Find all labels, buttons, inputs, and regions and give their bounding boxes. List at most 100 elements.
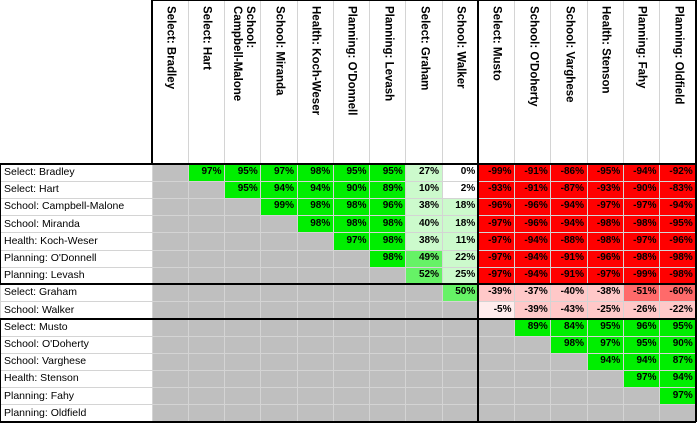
column-header[interactable]: Select: Bradley	[152, 0, 188, 164]
empty-cell[interactable]	[188, 284, 225, 302]
value-cell[interactable]: -99%	[478, 164, 515, 182]
empty-cell[interactable]	[333, 284, 370, 302]
empty-cell[interactable]	[260, 336, 297, 354]
value-cell[interactable]: 49%	[405, 250, 442, 268]
empty-cell[interactable]	[260, 387, 297, 405]
empty-cell[interactable]	[188, 353, 225, 371]
value-cell[interactable]: -26%	[623, 301, 660, 319]
value-cell[interactable]: 22%	[442, 250, 479, 268]
column-header[interactable]: School: Varghese	[551, 0, 587, 164]
value-cell[interactable]: -91%	[550, 267, 587, 285]
value-cell[interactable]: -99%	[623, 267, 660, 285]
value-cell[interactable]: 95%	[587, 318, 624, 336]
value-cell[interactable]: -96%	[514, 198, 551, 216]
column-header[interactable]: Health: Stenson	[587, 0, 623, 164]
value-cell[interactable]: 95%	[369, 164, 406, 182]
empty-cell[interactable]	[224, 301, 261, 319]
empty-cell[interactable]	[659, 404, 696, 422]
empty-cell[interactable]	[478, 336, 515, 354]
value-cell[interactable]: -92%	[659, 164, 696, 182]
empty-cell[interactable]	[152, 284, 189, 302]
empty-cell[interactable]	[405, 284, 442, 302]
value-cell[interactable]: -22%	[659, 301, 696, 319]
empty-cell[interactable]	[152, 198, 189, 216]
value-cell[interactable]: -96%	[478, 198, 515, 216]
empty-cell[interactable]	[442, 404, 479, 422]
empty-cell[interactable]	[152, 181, 189, 199]
empty-cell[interactable]	[297, 404, 334, 422]
empty-cell[interactable]	[152, 250, 189, 268]
value-cell[interactable]: 38%	[405, 232, 442, 250]
empty-cell[interactable]	[405, 353, 442, 371]
empty-cell[interactable]	[333, 267, 370, 285]
empty-cell[interactable]	[333, 404, 370, 422]
row-header[interactable]: Select: Graham	[4, 286, 77, 299]
value-cell[interactable]: -91%	[550, 250, 587, 268]
empty-cell[interactable]	[260, 370, 297, 388]
value-cell[interactable]: 27%	[405, 164, 442, 182]
empty-cell[interactable]	[587, 404, 624, 422]
value-cell[interactable]: -86%	[550, 164, 587, 182]
empty-cell[interactable]	[478, 318, 515, 336]
empty-cell[interactable]	[333, 387, 370, 405]
value-cell[interactable]: 18%	[442, 198, 479, 216]
empty-cell[interactable]	[405, 370, 442, 388]
value-cell[interactable]: 99%	[260, 198, 297, 216]
value-cell[interactable]: -91%	[514, 164, 551, 182]
value-cell[interactable]: 94%	[297, 181, 334, 199]
empty-cell[interactable]	[224, 232, 261, 250]
empty-cell[interactable]	[188, 232, 225, 250]
empty-cell[interactable]	[260, 301, 297, 319]
empty-cell[interactable]	[550, 370, 587, 388]
empty-cell[interactable]	[369, 353, 406, 371]
value-cell[interactable]: 95%	[623, 336, 660, 354]
empty-cell[interactable]	[188, 181, 225, 199]
empty-cell[interactable]	[333, 353, 370, 371]
empty-cell[interactable]	[224, 198, 261, 216]
empty-cell[interactable]	[188, 370, 225, 388]
value-cell[interactable]: 95%	[224, 164, 261, 182]
value-cell[interactable]: -39%	[514, 301, 551, 319]
empty-cell[interactable]	[188, 387, 225, 405]
empty-cell[interactable]	[224, 353, 261, 371]
empty-cell[interactable]	[333, 318, 370, 336]
value-cell[interactable]: 98%	[333, 198, 370, 216]
empty-cell[interactable]	[297, 232, 334, 250]
value-cell[interactable]: -96%	[514, 215, 551, 233]
value-cell[interactable]: -37%	[514, 284, 551, 302]
empty-cell[interactable]	[260, 353, 297, 371]
empty-cell[interactable]	[152, 353, 189, 371]
column-header[interactable]: Planning: O'Donnell	[333, 0, 369, 164]
value-cell[interactable]: -98%	[587, 232, 624, 250]
row-header[interactable]: Health: Stenson	[4, 372, 79, 385]
value-cell[interactable]: 97%	[188, 164, 225, 182]
value-cell[interactable]: 98%	[297, 198, 334, 216]
empty-cell[interactable]	[550, 353, 587, 371]
value-cell[interactable]: -95%	[659, 215, 696, 233]
row-header[interactable]: Select: Musto	[4, 320, 68, 333]
value-cell[interactable]: 98%	[369, 215, 406, 233]
row-header[interactable]: Planning: O'Donnell	[4, 252, 97, 264]
empty-cell[interactable]	[587, 387, 624, 405]
empty-cell[interactable]	[224, 404, 261, 422]
value-cell[interactable]: 90%	[659, 336, 696, 354]
empty-cell[interactable]	[514, 336, 551, 354]
empty-cell[interactable]	[514, 387, 551, 405]
value-cell[interactable]: -94%	[514, 232, 551, 250]
empty-cell[interactable]	[260, 318, 297, 336]
value-cell[interactable]: 94%	[260, 181, 297, 199]
value-cell[interactable]: 84%	[550, 318, 587, 336]
empty-cell[interactable]	[188, 336, 225, 354]
empty-cell[interactable]	[442, 387, 479, 405]
empty-cell[interactable]	[514, 353, 551, 371]
value-cell[interactable]: -40%	[550, 284, 587, 302]
empty-cell[interactable]	[152, 387, 189, 405]
empty-cell[interactable]	[152, 232, 189, 250]
value-cell[interactable]: 98%	[333, 215, 370, 233]
empty-cell[interactable]	[478, 404, 515, 422]
value-cell[interactable]: 98%	[297, 215, 334, 233]
empty-cell[interactable]	[224, 215, 261, 233]
value-cell[interactable]: 25%	[442, 267, 479, 285]
value-cell[interactable]: 98%	[550, 336, 587, 354]
empty-cell[interactable]	[224, 284, 261, 302]
